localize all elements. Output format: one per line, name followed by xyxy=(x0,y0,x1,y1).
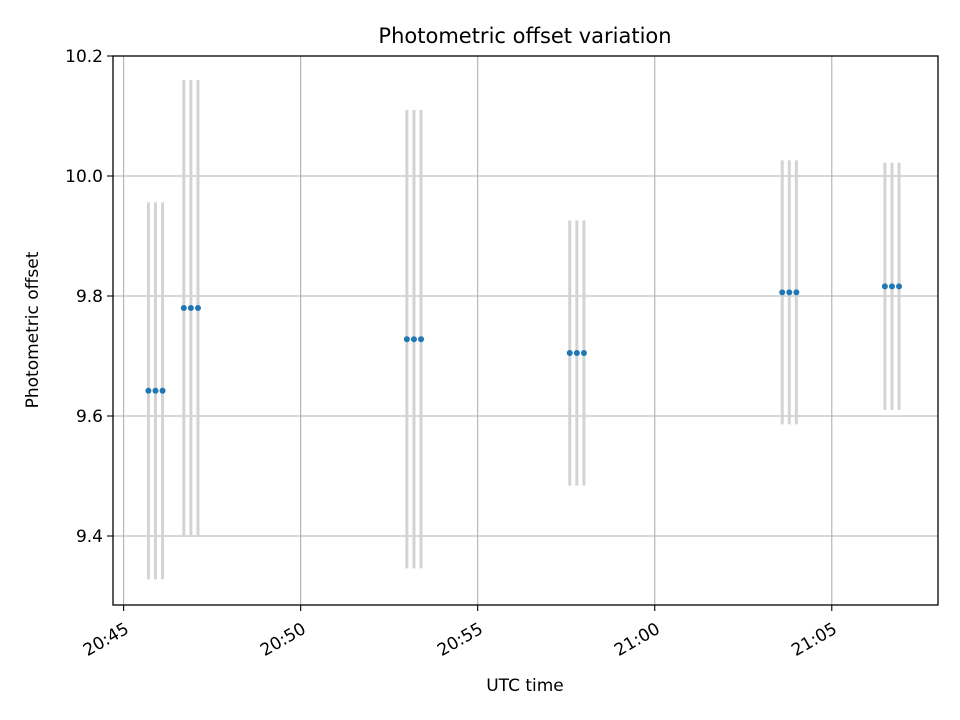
data-point xyxy=(410,336,417,343)
data-point xyxy=(566,350,573,356)
data-point xyxy=(888,283,895,290)
data-point xyxy=(793,289,800,296)
data-point xyxy=(180,305,187,311)
data-point xyxy=(580,350,587,356)
data-point xyxy=(418,336,425,343)
plot-frame xyxy=(112,55,939,606)
data-point xyxy=(403,336,410,343)
y-tick-label: 9.8 xyxy=(76,287,103,307)
x-axis-label: UTC time xyxy=(486,676,564,696)
data-point xyxy=(779,289,786,296)
y-axis-label: Photometric offset xyxy=(23,251,43,408)
data-point xyxy=(881,283,888,290)
data-point xyxy=(194,305,201,311)
y-tick-label: 10.2 xyxy=(65,47,103,67)
data-point xyxy=(896,283,903,290)
data-point xyxy=(187,305,194,311)
data-point xyxy=(159,387,166,394)
data-point xyxy=(152,387,159,394)
data-points xyxy=(145,283,903,394)
chart-title: Photometric offset variation xyxy=(378,24,671,48)
y-tick-label: 10.0 xyxy=(65,167,103,187)
data-point xyxy=(573,350,580,356)
data-point xyxy=(786,289,793,296)
y-tick-label: 9.6 xyxy=(76,407,103,427)
y-tick-label: 9.4 xyxy=(76,527,103,547)
data-point xyxy=(145,387,152,394)
